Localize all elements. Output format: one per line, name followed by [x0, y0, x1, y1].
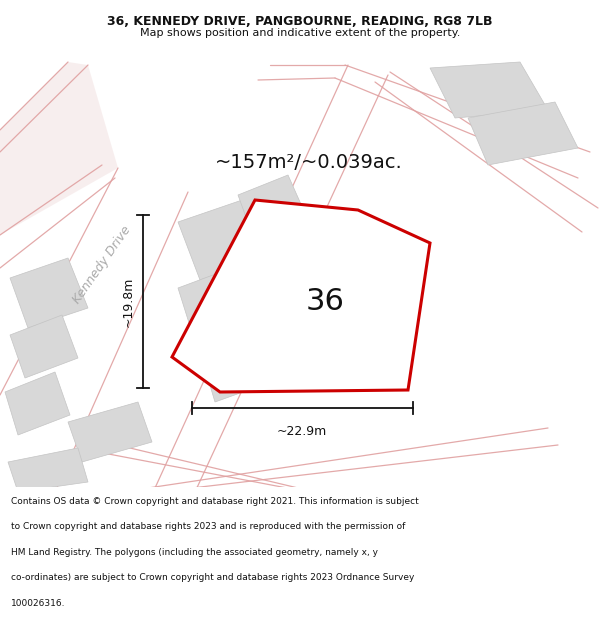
- Polygon shape: [68, 402, 152, 462]
- Text: 36: 36: [305, 288, 344, 316]
- Text: to Crown copyright and database rights 2023 and is reproduced with the permissio: to Crown copyright and database rights 2…: [11, 522, 405, 531]
- Text: ~157m²/~0.039ac.: ~157m²/~0.039ac.: [215, 152, 403, 171]
- Polygon shape: [10, 315, 78, 378]
- Polygon shape: [178, 198, 272, 280]
- Polygon shape: [430, 62, 548, 118]
- Polygon shape: [8, 448, 88, 492]
- Text: 100026316.: 100026316.: [11, 599, 65, 608]
- Polygon shape: [10, 258, 88, 328]
- Polygon shape: [5, 372, 70, 435]
- Polygon shape: [172, 200, 430, 392]
- Text: Map shows position and indicative extent of the property.: Map shows position and indicative extent…: [140, 28, 460, 38]
- Polygon shape: [468, 102, 578, 165]
- Polygon shape: [238, 175, 308, 242]
- Polygon shape: [178, 262, 268, 342]
- Text: ~19.8m: ~19.8m: [121, 277, 134, 328]
- Text: HM Land Registry. The polygons (including the associated geometry, namely x, y: HM Land Registry. The polygons (includin…: [11, 548, 378, 557]
- Text: Kennedy Drive: Kennedy Drive: [70, 224, 134, 306]
- Text: 36, KENNEDY DRIVE, PANGBOURNE, READING, RG8 7LB: 36, KENNEDY DRIVE, PANGBOURNE, READING, …: [107, 15, 493, 28]
- Text: Contains OS data © Crown copyright and database right 2021. This information is : Contains OS data © Crown copyright and d…: [11, 497, 419, 506]
- Text: co-ordinates) are subject to Crown copyright and database rights 2023 Ordnance S: co-ordinates) are subject to Crown copyr…: [11, 573, 414, 582]
- Polygon shape: [0, 62, 118, 235]
- Polygon shape: [200, 328, 282, 402]
- Text: ~22.9m: ~22.9m: [277, 425, 327, 438]
